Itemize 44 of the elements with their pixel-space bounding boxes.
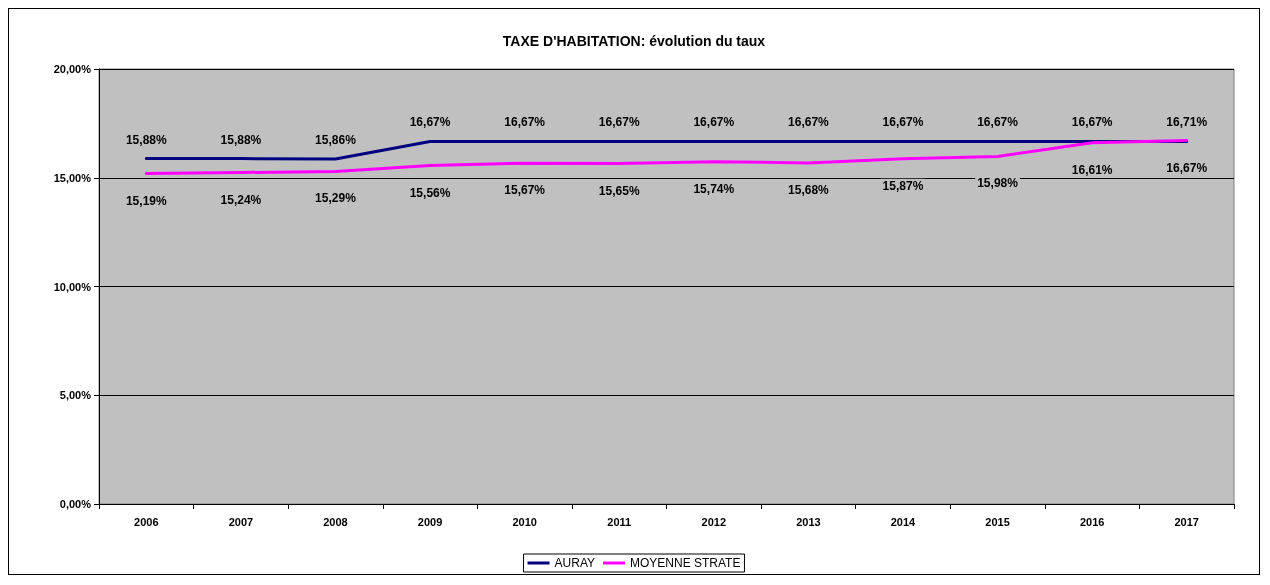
x-tick-label: 2013 — [796, 515, 821, 528]
data-label: 15,68% — [788, 182, 830, 197]
data-label: 16,67% — [882, 115, 924, 130]
x-tick-label: 2015 — [985, 515, 1010, 528]
y-tick-label: 15,00% — [53, 171, 92, 184]
x-tick-label: 2017 — [1174, 515, 1199, 528]
legend-label: MOYENNE STRATE — [630, 556, 741, 570]
data-label: 15,98% — [977, 176, 1019, 191]
data-label: 16,67% — [1166, 161, 1208, 176]
x-tick-label: 2008 — [323, 515, 348, 528]
data-label: 15,56% — [409, 185, 451, 200]
y-tick-label: 10,00% — [53, 280, 92, 293]
data-label: 16,67% — [598, 115, 640, 130]
data-label: 16,67% — [977, 115, 1019, 130]
x-tick-label: 2006 — [134, 515, 159, 528]
data-label: 15,87% — [882, 178, 924, 193]
data-label: 16,67% — [693, 115, 735, 130]
x-tick-label: 2009 — [417, 515, 443, 528]
x-tick-label: 2016 — [1079, 515, 1105, 528]
data-label: 16,67% — [1071, 115, 1113, 130]
y-tick-label: 20,00% — [53, 63, 92, 75]
data-label: 15,67% — [504, 183, 546, 198]
data-label: 16,61% — [1071, 162, 1113, 177]
data-label: 15,88% — [125, 132, 167, 147]
y-tick-label: 0,00% — [59, 498, 92, 510]
data-label: 16,67% — [504, 115, 546, 130]
x-tick-label: 2012 — [701, 515, 727, 528]
data-label: 15,65% — [598, 183, 640, 198]
data-label: 16,67% — [409, 115, 451, 130]
data-label: 15,86% — [315, 133, 357, 148]
legend-label: AURAY — [554, 556, 595, 570]
y-tick-label: 5,00% — [59, 389, 92, 402]
chart-title: TAXE D'HABITATION: évolution du taux — [502, 33, 766, 49]
data-label: 15,29% — [315, 191, 357, 206]
x-tick-label: 2010 — [512, 515, 537, 528]
data-label: 15,19% — [125, 193, 167, 208]
x-tick-label: 2011 — [607, 515, 632, 528]
data-label: 15,74% — [693, 181, 735, 196]
data-label: 16,67% — [788, 115, 830, 130]
x-tick-label: 2014 — [890, 515, 917, 528]
data-label: 15,88% — [220, 132, 262, 147]
data-label: 15,24% — [220, 192, 262, 207]
x-tick-label: 2007 — [228, 515, 254, 528]
data-label: 16,71% — [1166, 114, 1208, 129]
